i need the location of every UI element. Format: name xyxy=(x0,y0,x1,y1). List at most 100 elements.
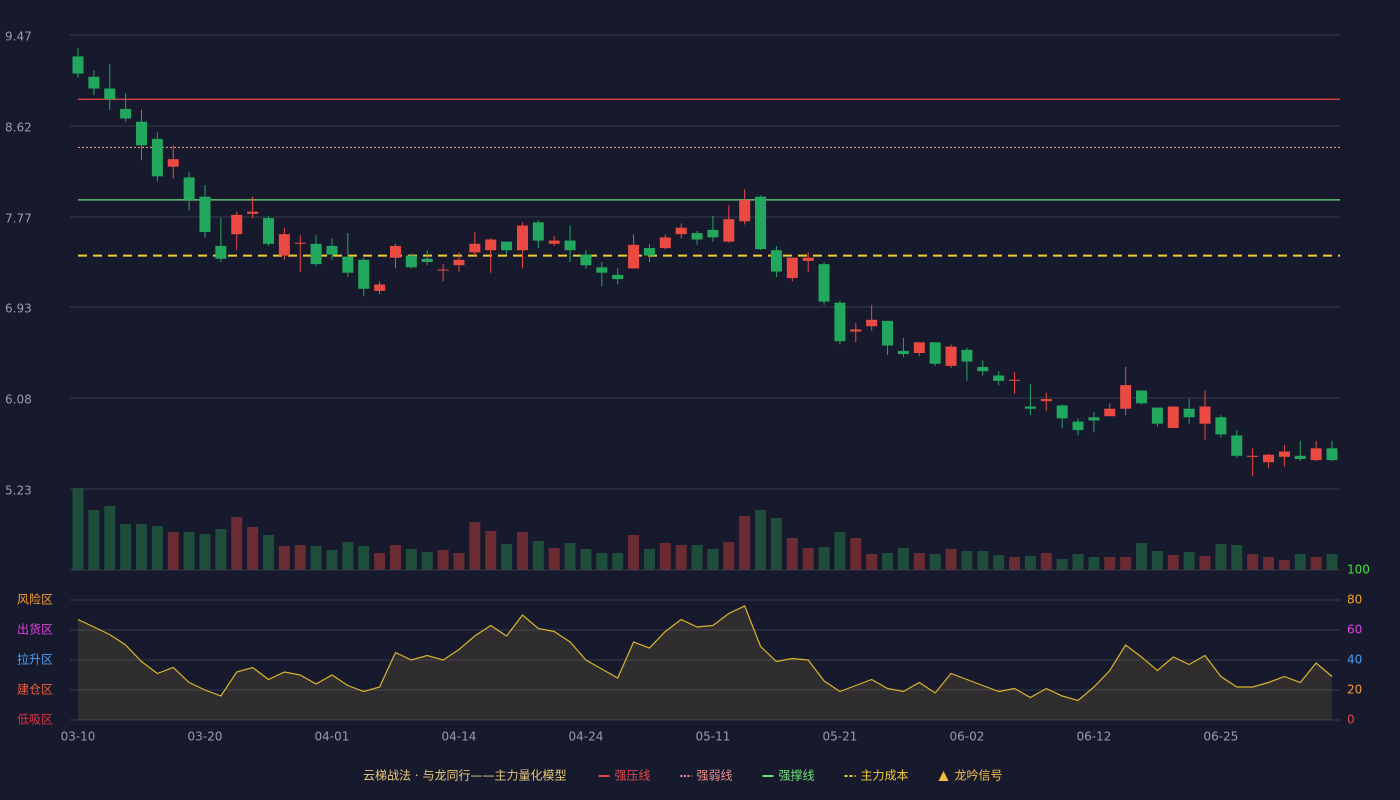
volume-bar xyxy=(1056,559,1068,570)
volume-bar xyxy=(580,549,592,570)
candle-body xyxy=(342,256,354,273)
candle-body xyxy=(1231,435,1243,456)
candle-body xyxy=(739,199,751,222)
volume-bar xyxy=(1247,554,1259,570)
x-tick-label: 03-20 xyxy=(188,730,223,744)
zone-label: 建仓区 xyxy=(17,683,53,697)
volume-bar xyxy=(691,545,703,570)
candle-body xyxy=(945,346,957,366)
volume-bar xyxy=(1263,557,1275,570)
candle-body xyxy=(628,244,640,269)
volume-bar xyxy=(485,531,497,570)
candle-body xyxy=(1310,448,1322,461)
volume-bar xyxy=(278,546,290,570)
candle-body xyxy=(612,274,624,280)
volume-bar xyxy=(421,552,433,570)
candle-body xyxy=(866,319,878,327)
volume-bar xyxy=(389,545,401,570)
volume-bar xyxy=(469,522,481,570)
volume-bar xyxy=(659,543,671,570)
volume-bar xyxy=(135,524,147,570)
candle-body xyxy=(580,254,592,266)
candle-body xyxy=(469,243,481,253)
volume-bar xyxy=(596,553,608,570)
volume-bar xyxy=(866,554,878,570)
volume-bar xyxy=(1088,557,1100,570)
candle-body xyxy=(675,227,687,235)
volume-bar xyxy=(850,538,862,570)
volume-bar xyxy=(247,527,259,570)
indicator-area xyxy=(78,606,1332,720)
volume-bar xyxy=(1167,555,1179,570)
candle-body xyxy=(1136,390,1148,404)
volume-bar xyxy=(532,541,544,570)
candle-body xyxy=(882,320,894,346)
volume-bar xyxy=(1104,557,1116,570)
volume-bar xyxy=(675,545,687,570)
candle-body xyxy=(1215,417,1227,435)
volume-bar xyxy=(294,545,306,570)
candle-body xyxy=(643,248,655,256)
zone-label: 低吸区 xyxy=(17,713,53,727)
candle-body xyxy=(548,240,560,244)
zone-label: 风险区 xyxy=(17,592,53,607)
volume-bar xyxy=(707,549,719,570)
legend-label: 主力成本 xyxy=(861,769,909,783)
candle-body xyxy=(755,196,767,250)
volume-bar xyxy=(453,553,465,570)
candle-body xyxy=(834,302,846,342)
candle-body xyxy=(389,245,401,258)
candle-body xyxy=(151,138,163,177)
volume-bar xyxy=(120,524,132,570)
volume-bar xyxy=(802,548,814,570)
volume-bar xyxy=(72,488,84,570)
y-tick-label: 8.62 xyxy=(5,121,32,135)
x-tick-label: 04-01 xyxy=(315,730,350,744)
volume-bar xyxy=(326,550,338,570)
volume-bar xyxy=(945,549,957,570)
volume-bar xyxy=(1199,556,1211,570)
y-tick-label: 7.77 xyxy=(5,212,32,226)
candle-body xyxy=(1120,385,1132,409)
y-tick-label: 9.47 xyxy=(5,30,32,44)
volume-bar xyxy=(167,532,179,570)
volume-bar xyxy=(897,548,909,570)
volume-bar xyxy=(1183,552,1195,570)
volume-bar xyxy=(183,532,195,570)
candle-body xyxy=(1326,448,1338,461)
volume-bar xyxy=(437,550,449,570)
volume-bar xyxy=(882,553,894,570)
zone-label: 出货区 xyxy=(17,622,53,637)
indicator-line xyxy=(77,605,1333,702)
volume-bar xyxy=(1072,554,1084,570)
volume-bar xyxy=(913,553,925,570)
candle-body xyxy=(104,88,116,100)
x-tick-label: 05-21 xyxy=(822,730,857,744)
x-tick-label: 06-12 xyxy=(1076,730,1111,744)
volume-bar xyxy=(643,549,655,570)
volume-bar xyxy=(628,535,640,570)
y2-tick-label: 40 xyxy=(1347,653,1362,667)
candle-body xyxy=(1056,405,1068,419)
candle-body xyxy=(72,56,84,74)
candle-body xyxy=(231,214,243,235)
candle-body xyxy=(802,257,814,261)
candle-body xyxy=(199,196,211,233)
x-tick-label: 04-14 xyxy=(442,730,477,744)
candle-body xyxy=(1167,406,1179,428)
volume-bar xyxy=(1310,557,1322,570)
candle-body xyxy=(262,218,274,244)
volume-bar xyxy=(770,518,782,570)
candle-body xyxy=(1294,455,1306,460)
candle-body xyxy=(326,245,338,255)
candle-body xyxy=(1183,408,1195,418)
candle-body xyxy=(532,222,544,241)
candle-body xyxy=(1104,408,1116,417)
x-tick-label: 06-25 xyxy=(1203,730,1238,744)
volume-bar xyxy=(786,538,798,570)
volume-bar xyxy=(342,542,354,570)
candle-body xyxy=(405,255,417,268)
candle-body xyxy=(278,234,290,256)
legend-label: 龙吟信号 xyxy=(955,768,1003,783)
